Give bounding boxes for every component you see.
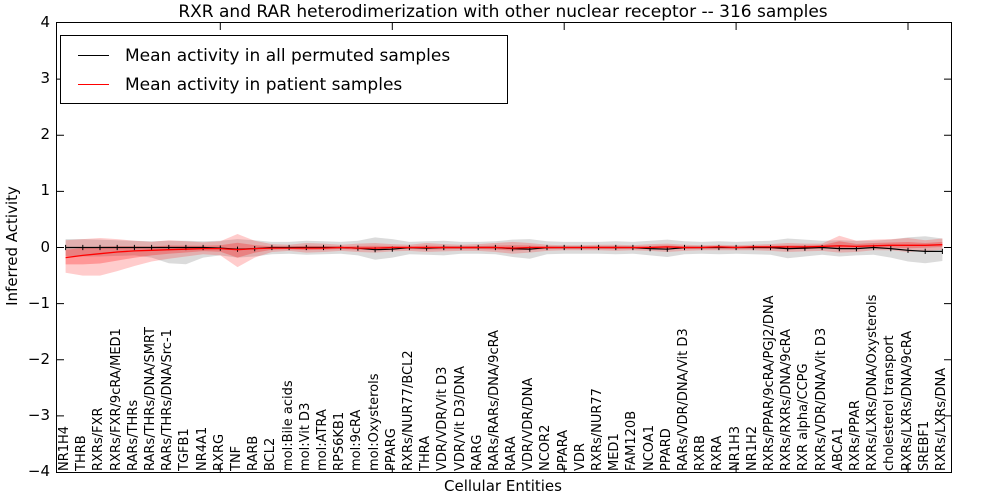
y-tick-label: 2 (40, 125, 50, 144)
x-tick-label: mol:Oxysterols (366, 373, 382, 472)
x-tick-label: RARs/THRs (125, 399, 141, 471)
x-tick-label: MED1 (607, 433, 623, 471)
x-tick-label: ABCA1 (830, 427, 846, 471)
x-tick-label: RXRs/FXR/9cRA/MED1 (108, 328, 124, 471)
x-tick-label: VDR/VDR/DNA (521, 377, 537, 471)
chart-svg (57, 23, 951, 472)
x-tick-label: mol:ATRA (314, 409, 330, 471)
x-tick-label: RXRs/NUR77/BCL2 (400, 350, 416, 471)
x-tick-label: NR1H4 (57, 425, 73, 471)
x-tick-label: mol:Bile acids (280, 380, 296, 471)
x-tick-label: RXRs/NUR77 (590, 388, 606, 471)
x-tick-label: THRA (418, 435, 434, 471)
patient-line (65, 244, 943, 259)
y-tick-label: −2 (27, 349, 50, 368)
x-tick-label: RARA (504, 436, 520, 471)
x-tick-label: RXRs/FXR (91, 407, 107, 471)
y-tick-label: −3 (27, 405, 50, 424)
y-tick-label: 4 (40, 13, 50, 31)
x-tick-label: NCOR2 (538, 424, 554, 471)
legend-label-permuted: Mean activity in all permuted samples (125, 45, 451, 66)
x-tick-label: VDR/Vit D3/DNA (452, 365, 468, 471)
x-tick-label: SREBF1 (916, 420, 932, 471)
x-tick-label: BCL2 (263, 437, 279, 471)
y-tick-label: 0 (40, 237, 50, 256)
x-tick-label: mol:Vit D3 (297, 402, 313, 471)
x-tick-label: cholesterol transport (882, 335, 898, 471)
x-tick-label: RARs/VDR/DNA/Vit D3 (676, 328, 692, 471)
x-tick-label: VDR (572, 443, 588, 471)
x-tick-label: RXRs/LXRs/DNA/Oxysterols (865, 294, 881, 471)
x-tick-label: PPARG (383, 428, 399, 471)
x-tick-label: TGFB1 (177, 428, 193, 471)
x-tick-label: RARs/RARs/DNA/9cRA (486, 330, 502, 471)
x-tick-label: FAM120B (624, 410, 640, 471)
x-tick-label: RXR alpha/CCPG (796, 363, 812, 471)
y-tick-label: −4 (27, 462, 50, 480)
x-tick-label: VDR/VDR/Vit D3 (435, 366, 451, 471)
x-tick-label: NR1H2 (744, 425, 760, 471)
x-tick-label: TNF (229, 445, 245, 471)
x-tick-label: PPARA (555, 429, 571, 471)
x-tick-label: RARs/THRs/DNA/Src-1 (160, 329, 176, 471)
x-tick-label: THRB (74, 435, 90, 471)
x-tick-label: RARs/THRs/DNA/SMRT (143, 327, 159, 471)
x-tick-label: mol:9cRA (349, 409, 365, 471)
legend-label-patient: Mean activity in patient samples (125, 74, 403, 95)
x-tick-label: RXRs/RXRs/DNA/9cRA (779, 328, 795, 471)
patient-line-sample-icon (78, 84, 109, 85)
x-tick-label: PPARD (658, 428, 674, 471)
plot-area: Mean activity in all permuted samples Me… (56, 22, 952, 473)
x-tick-label: RXRs/LXRs/DNA (933, 367, 949, 471)
y-tick-label: 3 (40, 69, 50, 88)
x-tick-label: RXRB (693, 435, 709, 471)
x-tick-label: RXRG (211, 433, 227, 471)
patient-band (65, 234, 943, 276)
x-tick-label: RXRs/PPAR (847, 400, 863, 471)
legend: Mean activity in all permuted samples Me… (60, 35, 508, 104)
x-tick-label: RXRs/VDR/DNA/Vit D3 (813, 327, 829, 471)
chart-title: RXR and RAR heterodimerization with othe… (178, 2, 828, 22)
x-tick-label: RXRs/PPAR/9cRA/PGJ2/DNA (761, 295, 777, 472)
permuted-band (65, 236, 943, 265)
legend-entry-permuted: Mean activity in all permuted samples (61, 41, 507, 70)
y-tick-label: 1 (40, 181, 50, 200)
x-tick-label: NCOA1 (641, 425, 657, 471)
x-axis-label: Cellular Entities (444, 477, 562, 495)
y-tick-label: −1 (27, 293, 50, 312)
x-tick-label: RPS6KB1 (332, 411, 348, 471)
x-tick-label: NR4A1 (194, 426, 210, 471)
permuted-line-sample-icon (78, 55, 109, 56)
x-tick-label: RXRs/LXRs/DNA/9cRA (899, 330, 915, 471)
x-tick-label: RXRA (710, 435, 726, 471)
x-tick-label: RARG (469, 434, 485, 471)
legend-entry-patient: Mean activity in patient samples (61, 70, 507, 99)
x-tick-label: NR1H3 (727, 425, 743, 471)
x-tick-label: RARB (246, 435, 262, 471)
